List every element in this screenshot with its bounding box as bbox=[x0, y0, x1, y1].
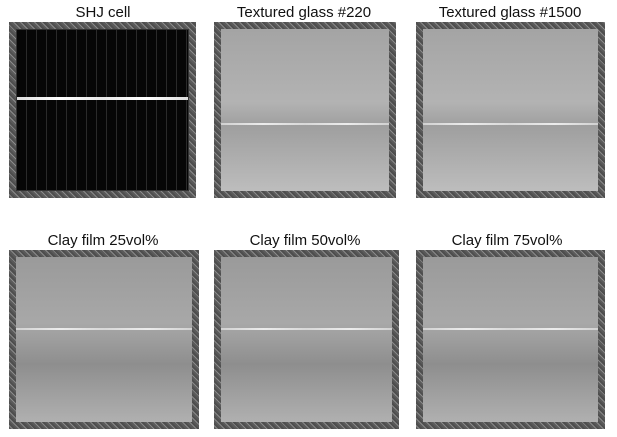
photo-textured-glass-220 bbox=[214, 22, 396, 198]
label-clay-film-25: Clay film 25vol% bbox=[47, 232, 159, 249]
photo-shj-cell bbox=[9, 22, 196, 198]
label-clay-film-50: Clay film 50vol% bbox=[249, 232, 361, 249]
label-textured-glass-220: Textured glass #220 bbox=[236, 4, 372, 21]
photo-clay-film-75 bbox=[416, 250, 605, 429]
label-clay-film-75: Clay film 75vol% bbox=[451, 232, 563, 249]
photo-textured-glass-1500 bbox=[416, 22, 605, 198]
label-textured-glass-1500: Textured glass #1500 bbox=[438, 4, 582, 21]
photo-clay-film-25 bbox=[9, 250, 199, 429]
label-shj-cell: SHJ cell bbox=[75, 4, 131, 21]
photo-clay-film-50 bbox=[214, 250, 399, 429]
